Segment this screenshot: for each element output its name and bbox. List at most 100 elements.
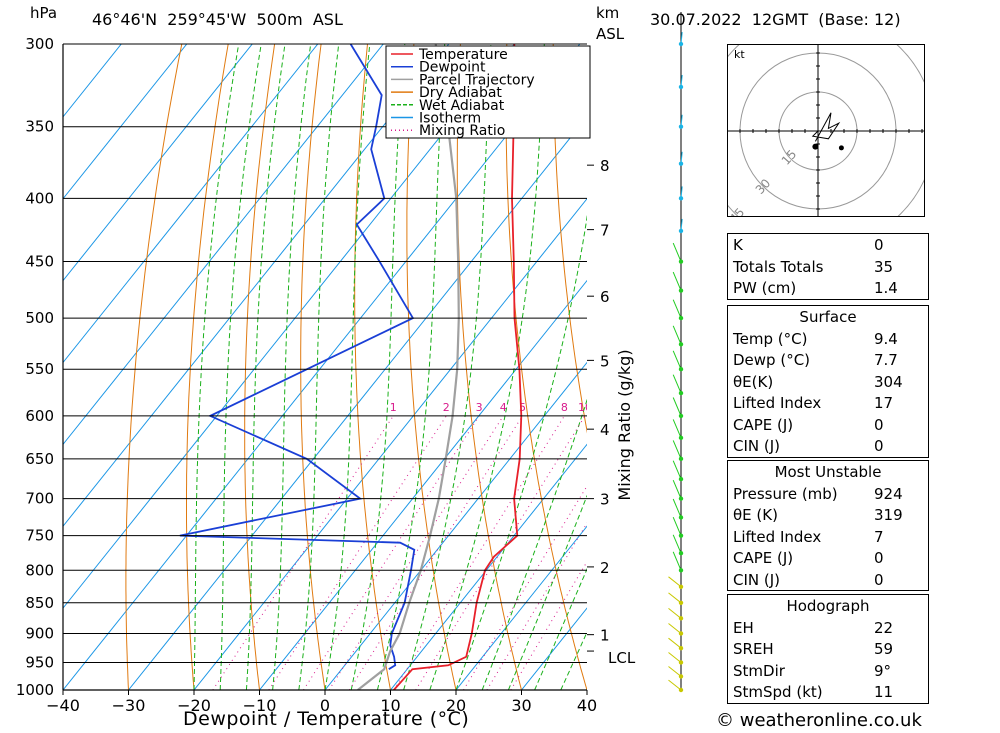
height-tick-label: 5 <box>600 352 610 370</box>
isotherm-line <box>259 279 587 690</box>
hodograph-ring-label: 45 <box>728 205 747 216</box>
height-tick-label: 2 <box>600 559 610 577</box>
mixing-ratio-label: 1 <box>390 401 397 414</box>
table-row: StmSpd (kt) 11 <box>728 681 928 703</box>
wind-barb <box>668 666 682 677</box>
row-key: StmDir <box>733 661 785 680</box>
row-key: θE (K) <box>733 506 778 524</box>
wind-barb <box>672 440 682 460</box>
mixing-ratio-line <box>393 415 565 690</box>
table-row: Totals Totals 35 <box>728 256 928 278</box>
mixing-ratio-label: 4 <box>500 401 507 414</box>
x-tick-label: 0 <box>320 696 330 715</box>
row-value: 7.7 <box>874 351 898 369</box>
hodograph-panel: kt 15 30 45 <box>727 44 925 217</box>
dry-adiabat-line <box>186 44 229 690</box>
wind-level-marker <box>678 124 684 129</box>
pressure-tick-label: 300 <box>25 35 54 53</box>
x-axis-label: Dewpoint / Temperature (°C) <box>183 708 470 730</box>
dry-adiabat-line <box>456 44 522 690</box>
row-value: 9° <box>874 661 892 680</box>
height-ref-label: ASL <box>596 25 625 43</box>
wind-level-marker <box>678 435 684 441</box>
most-unstable-table: Most Unstable Pressure (mb) 924 θE (K) 319 Li… <box>727 460 929 591</box>
wind-barb <box>668 652 682 663</box>
location-title: 46°46'N 259°45'W 500m ASL <box>92 10 343 29</box>
pressure-tick-label: 700 <box>25 490 54 508</box>
wind-level-marker <box>678 413 684 419</box>
wind-barb <box>668 679 682 691</box>
height-unit-label: km <box>596 4 620 22</box>
wind-barb <box>672 397 682 417</box>
table-title: Surface <box>799 308 857 326</box>
pressure-tick-label: 550 <box>25 360 54 378</box>
table-row: Temp (°C) 9.4 <box>728 328 928 350</box>
wind-barb <box>672 325 682 345</box>
mixing-ratio-line <box>348 415 523 690</box>
wind-barb <box>668 637 682 649</box>
pressure-tick-label: 650 <box>25 450 54 468</box>
surface-table: Surface Temp (°C) 9.4 Dewp (°C) 7.7 θE(K) 304 L… <box>727 305 929 458</box>
wind-level-marker <box>678 533 684 538</box>
x-tick-label: −20 <box>177 696 211 715</box>
mixing-ratio-axis-label: Mixing Ratio (g/kg) <box>615 349 634 500</box>
pressure-tick-label: 600 <box>25 407 54 425</box>
row-key: Lifted Index <box>733 527 822 546</box>
table-title: Most Unstable <box>774 463 882 481</box>
x-tick-label: −10 <box>243 696 277 715</box>
stability-table: K 0 Totals Totals 35 PW (cm) 1.4 <box>727 233 929 300</box>
lcl-label: LCL <box>608 649 636 667</box>
row-key: Lifted Index <box>733 394 822 412</box>
wind-level-marker <box>678 196 684 201</box>
dry-adiabat-line <box>244 44 276 690</box>
wind-barb <box>668 608 682 619</box>
legend-entry: Parcel Trajectory <box>419 72 535 88</box>
mixing-ratio-line <box>328 415 504 690</box>
wind-level-marker <box>678 288 684 293</box>
row-value: 9.4 <box>874 329 898 348</box>
mixing-ratio-label: 10 <box>578 401 592 414</box>
wind-barb <box>672 498 682 518</box>
wet-adiabat-line <box>245 44 286 690</box>
hodograph-table: Hodograph EH 22 SREH 59 StmDir 9° StmSpd (kt) 11 <box>727 594 929 704</box>
row-key: StmSpd (kt) <box>733 683 823 701</box>
wind-barb <box>672 419 682 439</box>
wind-barb <box>668 592 682 604</box>
wind-barb <box>672 460 682 480</box>
wind-level-marker <box>678 259 684 264</box>
pressure-tick-label: 500 <box>25 309 54 327</box>
wind-level-marker <box>678 687 684 693</box>
date-title: 30.07.2022 12GMT (Base: 12) <box>650 10 901 29</box>
wind-level-marker <box>678 584 684 589</box>
pressure-tick-label: 350 <box>25 118 54 136</box>
dry-adiabat-line <box>925 44 1000 690</box>
temperature-line <box>393 44 523 690</box>
row-key: Pressure (mb) <box>733 484 838 503</box>
wind-level-marker <box>678 367 684 372</box>
wind-level-marker <box>678 84 684 90</box>
legend-entry: Mixing Ratio <box>419 123 505 139</box>
legend-entry: Wet Adiabat <box>419 98 505 114</box>
row-value: 319 <box>874 506 903 524</box>
hodograph-trace <box>811 112 841 142</box>
wind-level-marker <box>678 456 684 462</box>
wind-level-marker <box>678 645 684 651</box>
height-tick-label: 3 <box>600 491 610 509</box>
wind-barb <box>672 271 682 291</box>
parcel-trajectory-line <box>357 44 460 690</box>
wind-level-marker <box>678 41 684 47</box>
pressure-tick-label: 950 <box>25 653 54 671</box>
row-value: 22 <box>874 618 894 637</box>
legend-box <box>385 45 591 139</box>
isotherm-line <box>63 44 188 200</box>
wind-level-marker <box>678 496 684 501</box>
pressure-tick-label: 400 <box>25 189 54 207</box>
row-value: 0 <box>874 437 884 455</box>
wind-level-marker <box>678 674 684 679</box>
row-key: EH <box>733 618 754 637</box>
isotherm-line <box>324 361 587 690</box>
row-key: Dewp (°C) <box>733 351 811 369</box>
row-value: 0 <box>874 236 884 254</box>
isotherm-line <box>63 44 581 690</box>
hodograph-ring-label: 30 <box>753 176 774 197</box>
